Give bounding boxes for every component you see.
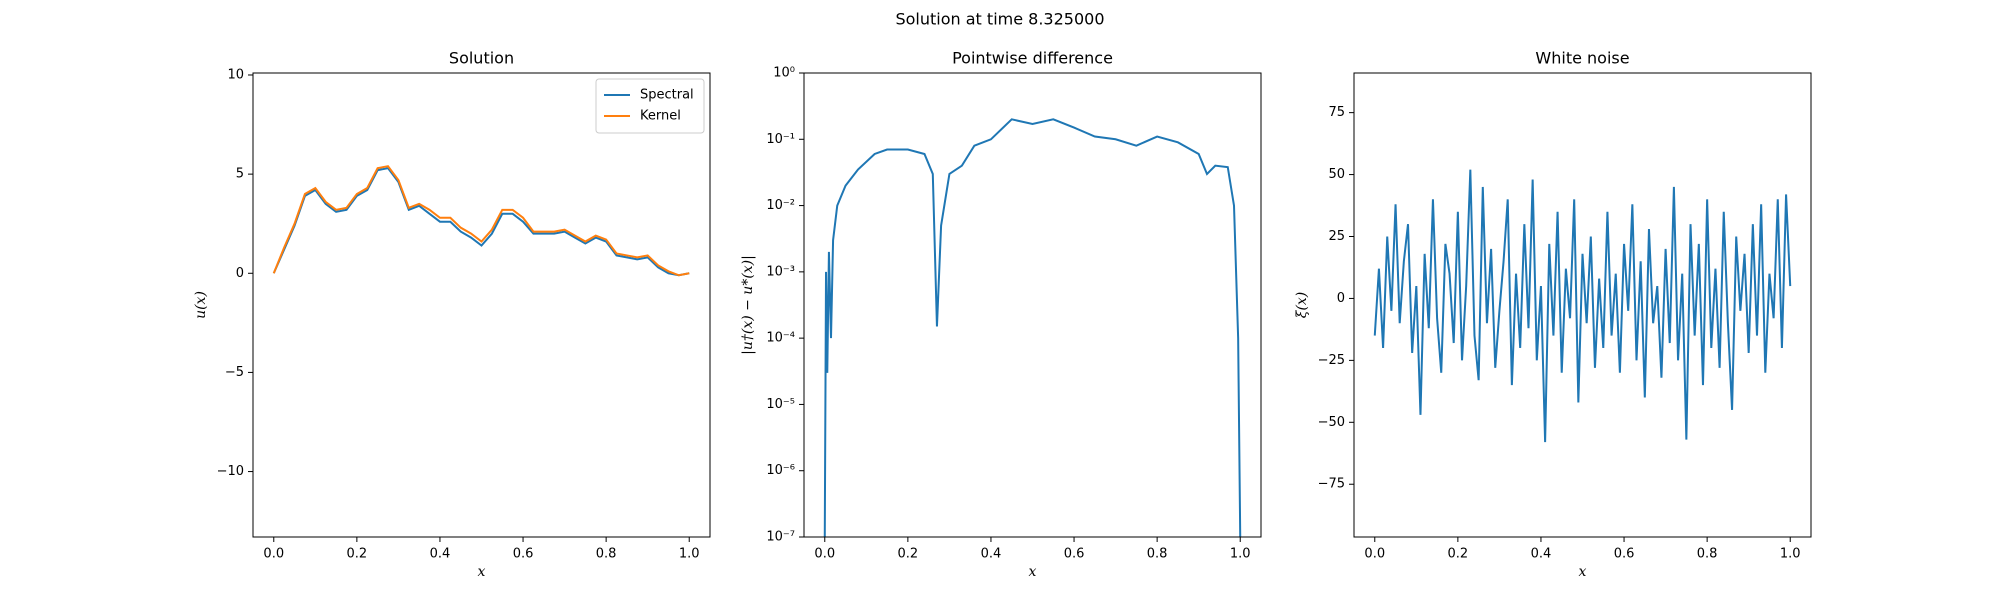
x-tick-label: 0.4 [430, 547, 451, 562]
y-axis-label: ξ(x) [1294, 292, 1310, 319]
legend-box [595, 78, 705, 134]
x-tick-label: 1.0 [1230, 547, 1251, 562]
x-tick-label: 0.0 [814, 547, 835, 562]
x-axis-label: x [1579, 564, 1587, 580]
axes-title: White noise [1535, 49, 1629, 68]
axes-frame [803, 72, 1262, 538]
y-tick-label: 10⁰ [773, 66, 795, 81]
figure-title: Solution at time 8.325000 [895, 10, 1104, 29]
y-tick-label: −75 [1318, 477, 1345, 492]
x-tick-label: 0.0 [1364, 547, 1385, 562]
x-tick-label: 1.0 [1780, 547, 1801, 562]
y-tick-label: 10⁻⁶ [766, 463, 795, 478]
data-line [272, 167, 690, 277]
axes-title: Solution [449, 49, 514, 68]
y-tick-label: 50 [1328, 167, 1345, 182]
y-tick-label: 75 [1328, 105, 1345, 120]
subplot: 0.0 0.2 0.4 0.6 0.8 1.0 −10 −5 0 5 10 Solution x u(x)… [193, 49, 711, 580]
y-tick-label: 0 [236, 266, 244, 281]
y-tick-label: −5 [225, 365, 244, 380]
axes-frame [1353, 72, 1812, 538]
x-tick-label: 0.2 [1448, 547, 1469, 562]
data-line [823, 118, 1242, 537]
y-tick-label: −50 [1318, 415, 1345, 430]
x-tick-label: 0.4 [981, 547, 1002, 562]
x-axis-label: x [1029, 564, 1037, 580]
y-tick-label: 10⁻⁷ [766, 530, 795, 545]
x-tick-label: 0.2 [898, 547, 919, 562]
data-line [1373, 169, 1792, 443]
x-tick-label: 0.6 [513, 547, 534, 562]
axes-frame [252, 72, 711, 538]
legend-label: Kernel [640, 109, 681, 124]
y-tick-label: −25 [1318, 353, 1345, 368]
x-tick-label: 0.6 [1614, 547, 1635, 562]
x-tick-label: 0.8 [1147, 547, 1168, 562]
x-tick-label: 0.6 [1064, 547, 1085, 562]
y-tick-label: 10⁻¹ [766, 132, 795, 147]
y-tick-label: 10⁻⁴ [766, 331, 795, 346]
y-tick-label: 10⁻⁵ [766, 397, 795, 412]
subplot: 0.0 0.2 0.4 0.6 0.8 1.0 −75 −50 −25 0 25 50 75 White … [1294, 49, 1812, 580]
y-tick-label: 5 [236, 167, 244, 182]
y-tick-label: 25 [1328, 229, 1345, 244]
y-tick-label: 10⁻³ [766, 264, 795, 279]
x-tick-label: 0.0 [263, 547, 284, 562]
subplot: 0.0 0.2 0.4 0.6 0.8 1.0 10⁻⁷ 10⁻⁶ 10⁻⁵ 10⁻⁴ 10⁻³ 10… [740, 49, 1262, 580]
axes-title: Pointwise difference [952, 49, 1113, 68]
y-tick-label: −10 [217, 464, 244, 479]
x-tick-label: 0.4 [1531, 547, 1552, 562]
legend-label: Spectral [640, 88, 694, 103]
x-axis-label: x [478, 564, 486, 580]
y-axis-label: |u†(x) − u*(x)| [740, 255, 756, 355]
y-tick-label: 10⁻² [766, 198, 795, 213]
x-tick-label: 0.8 [596, 547, 617, 562]
y-tick-label: 10 [227, 67, 244, 82]
y-axis-label: u(x) [193, 291, 209, 319]
x-tick-label: 1.0 [679, 547, 700, 562]
data-line [272, 165, 690, 277]
y-tick-label: 0 [1337, 291, 1345, 306]
x-tick-label: 0.8 [1697, 547, 1718, 562]
x-tick-label: 0.2 [347, 547, 368, 562]
